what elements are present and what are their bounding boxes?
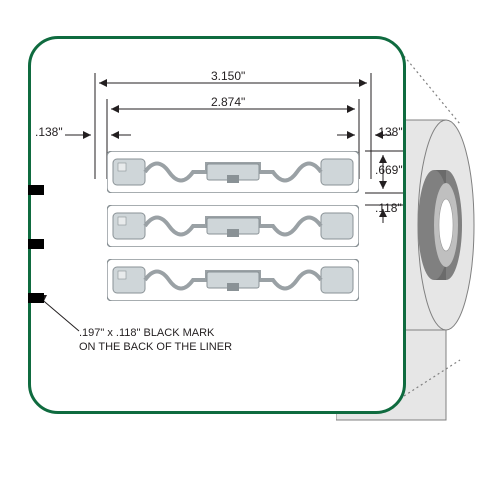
annotation-line-2: ON THE BACK OF THE LINER <box>79 341 232 355</box>
dim-gap: .118" <box>375 201 402 215</box>
black-mark <box>28 293 44 303</box>
dim-margin-right: .138" <box>375 125 403 139</box>
dim-outer-width: 3.150" <box>211 69 245 83</box>
detail-panel: 3.150" 2.874" .138" .138" .669" .118" <box>28 36 406 414</box>
rfid-inlay <box>107 259 359 301</box>
rfid-inlay <box>107 151 359 193</box>
dim-margin-left: .138" <box>35 125 63 139</box>
dim-inner-width: 2.874" <box>211 95 245 109</box>
black-mark <box>28 185 44 195</box>
black-mark-annotation: .197" x .118" BLACK MARK ON THE BACK OF … <box>79 327 232 355</box>
annotation-line-1: .197" x .118" BLACK MARK <box>79 327 232 341</box>
black-mark <box>28 239 44 249</box>
rfid-inlay <box>107 205 359 247</box>
dim-tag-height: .669" <box>375 163 403 177</box>
